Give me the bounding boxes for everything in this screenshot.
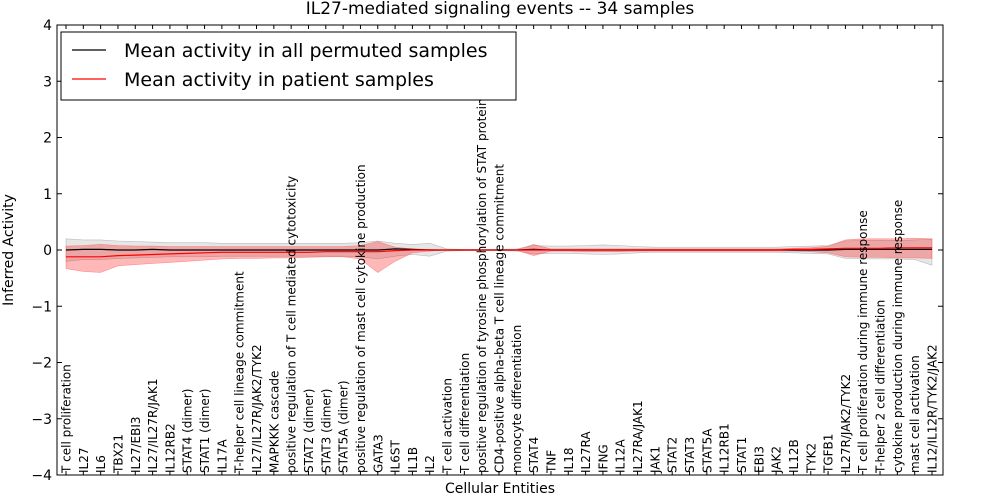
x-tick-label: IL27R/JAK2/TYK2 (839, 374, 853, 473)
x-tick-label: IL12RB1 (718, 423, 732, 473)
x-tick-label: STAT3 (dimer) (319, 389, 333, 473)
x-tick-label: IL27/IL27R/JAK1 (146, 379, 160, 473)
x-tick-label: IL18 (562, 448, 576, 474)
x-tick-label: T cell differentiation (458, 353, 472, 474)
y-tick-label: 4 (43, 18, 52, 34)
y-tick-label: 3 (43, 74, 52, 90)
x-tick-label: IL27/EBI3 (129, 416, 143, 473)
confidence-band-patient (65, 237, 933, 273)
x-tick-label: T-helper 2 cell differentiation (874, 300, 888, 474)
series-line-patient (66, 247, 932, 258)
x-tick-label: CD4-positive alpha-beta T cell lineage c… (493, 164, 507, 473)
x-tick-label: IL27RA/JAK1 (631, 400, 645, 473)
y-tick-label: −2 (31, 356, 52, 372)
x-tick-label: IL12B (787, 439, 801, 473)
chart-title: IL27-mediated signaling events -- 34 sam… (306, 0, 695, 19)
x-tick-label: positive regulation of tyrosine phosphor… (475, 98, 489, 473)
x-tick-label: IL17A (215, 439, 229, 473)
x-tick-label: STAT3 (683, 437, 697, 473)
x-tick-label: positive regulation of mast cell cytokin… (354, 164, 368, 473)
x-tick-label: IL12A (614, 439, 628, 473)
x-tick-label: IL12/IL12R/TYK2/JAK2 (926, 344, 940, 473)
x-tick-label: IL27 (77, 448, 91, 474)
plot-frame (56, 24, 944, 476)
y-tick-label: 1 (43, 187, 52, 203)
x-tick-label: IFNG (596, 444, 610, 473)
x-tick-label: STAT4 (dimer) (181, 389, 195, 473)
y-tick-label: −1 (31, 299, 52, 315)
x-tick-label: T cell proliferation (60, 364, 74, 474)
x-tick-label: IL2 (423, 455, 437, 473)
x-tick-label: TYK2 (804, 443, 818, 474)
x-tick-label: IL27RA (579, 431, 593, 473)
y-axis-label: Inferred Activity (1, 194, 17, 306)
y-tick-label: 2 (43, 131, 52, 147)
x-tick-label: MAPKKK cascade (267, 371, 281, 473)
x-tick-label: TGFB1 (822, 434, 836, 474)
x-tick-label: positive regulation of T cell mediated c… (285, 176, 299, 473)
x-tick-label: IL6ST (389, 440, 403, 473)
x-tick-label: T-helper cell lineage commitment (233, 271, 247, 474)
x-tick-label: TBX21 (112, 434, 126, 474)
x-tick-label: IL1B (406, 447, 420, 473)
legend-label-permuted: Mean activity in all permuted samples (124, 40, 487, 62)
x-axis-label: Cellular Entities (445, 481, 555, 497)
confidence-bands (65, 237, 933, 273)
x-tick-label: STAT5A (dimer) (337, 380, 351, 473)
x-tick-label: TNF (545, 450, 559, 474)
x-tick-label: monocyte differentiation (510, 325, 524, 473)
x-tick-label: STAT2 (dimer) (302, 389, 316, 473)
x-tick-label: STAT4 (527, 437, 541, 473)
x-tick-label: EBI3 (752, 446, 766, 473)
x-axis-ticks: T cell proliferation IL27 IL6 TBX21 IL27/EBI… (60, 25, 940, 475)
y-axis-ticks: −4 −3 −2 −1 0 1 2 3 4 (31, 18, 943, 484)
x-tick-label: STAT2 (666, 437, 680, 473)
x-tick-label: STAT1 (735, 437, 749, 473)
y-tick-label: −4 (31, 468, 52, 484)
confidence-band-permuted (65, 238, 933, 266)
legend-label-patient: Mean activity in patient samples (124, 69, 434, 91)
x-tick-label: T cell proliferation during immune respo… (856, 210, 870, 474)
x-tick-label: T cell activation (441, 378, 455, 474)
x-tick-label: JAK2 (770, 446, 784, 474)
series-lines (65, 247, 932, 258)
x-tick-label: cytokine production during immune respon… (891, 200, 905, 473)
x-tick-label: IL27/IL27R/JAK2/TYK2 (250, 344, 264, 473)
x-tick-label: mast cell activation (908, 355, 922, 473)
x-tick-label: IL12RB2 (163, 423, 177, 473)
x-tick-label: GATA3 (371, 434, 385, 473)
y-tick-label: 0 (43, 243, 52, 259)
x-tick-label: JAK1 (648, 446, 662, 474)
x-tick-label: STAT1 (dimer) (198, 389, 212, 473)
legend-box (60, 31, 517, 101)
y-tick-label: −3 (31, 412, 52, 428)
x-tick-label: STAT5A (700, 428, 714, 473)
legend: Mean activity in all permuted samples Me… (60, 31, 517, 101)
x-tick-label: IL6 (94, 455, 108, 473)
